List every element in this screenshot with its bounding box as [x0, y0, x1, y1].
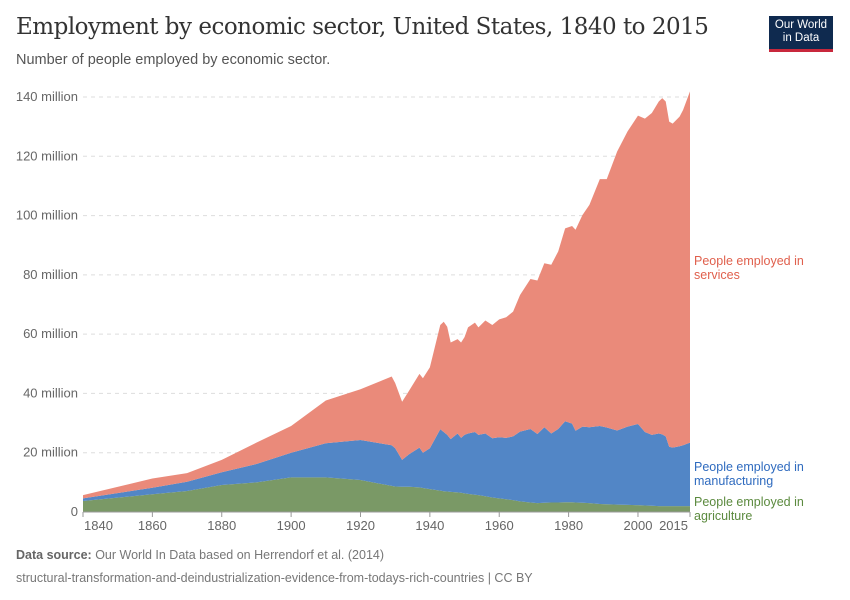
y-tick-label: 0	[71, 504, 78, 519]
x-tick-label: 1860	[138, 518, 167, 533]
area-services	[83, 91, 690, 499]
chart-subtitle: Number of people employed by economic se…	[16, 52, 331, 68]
y-tick-label: 40 million	[23, 385, 78, 400]
chart-title: Employment by economic sector, United St…	[16, 14, 709, 40]
data-source: Data source: Our World In Data based on …	[16, 548, 384, 562]
x-tick-label: 1980	[554, 518, 583, 533]
series-label-agriculture: People employed in	[694, 495, 804, 509]
y-tick-label: 140 million	[16, 89, 78, 104]
y-tick-label: 80 million	[23, 267, 78, 282]
y-tick-label: 20 million	[23, 445, 78, 460]
series-label-manufacturing: manufacturing	[694, 474, 773, 488]
footer-note: structural-transformation-and-deindustri…	[16, 571, 533, 585]
area-manufacturing	[83, 421, 690, 507]
y-tick-label: 100 million	[16, 208, 78, 223]
x-tick-label: 1940	[415, 518, 444, 533]
series-label-services: People employed in	[694, 254, 804, 268]
y-tick-label: 120 million	[16, 148, 78, 163]
x-tick-label: 1960	[485, 518, 514, 533]
x-tick-label: 1920	[346, 518, 375, 533]
x-tick-label: 1840	[84, 518, 113, 533]
area-agriculture	[83, 477, 690, 512]
series-label-manufacturing: People employed in	[694, 460, 804, 474]
series-label-agriculture: agriculture	[694, 509, 752, 523]
x-tick-label: 1900	[277, 518, 306, 533]
owid-logo[interactable]: Our World in Data	[769, 16, 833, 52]
y-tick-label: 60 million	[23, 326, 78, 341]
x-tick-label: 2000	[624, 518, 653, 533]
source-text: Our World In Data based on Herrendorf et…	[91, 548, 385, 562]
x-tick-label: 1880	[207, 518, 236, 533]
source-label: Data source:	[16, 548, 92, 562]
series-label-services: services	[694, 268, 740, 282]
x-tick-label: 2015	[659, 518, 688, 533]
